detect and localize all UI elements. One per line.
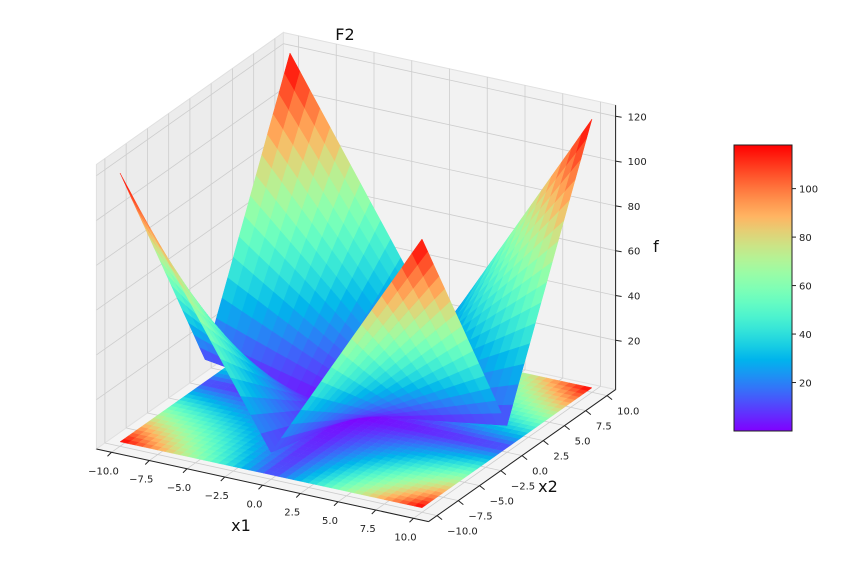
x2-tick-label: −2.5: [511, 482, 535, 493]
z-tick-label: 40: [628, 292, 641, 303]
x1-tick-mark: [258, 484, 263, 490]
x1-tick-mark: [220, 476, 226, 482]
colorbar-gradient: [733, 144, 793, 432]
z-axis-label: f: [653, 237, 659, 256]
x2-tick-mark: [521, 455, 528, 460]
x1-tick-mark: [409, 517, 414, 523]
x1-tick-mark: [144, 460, 150, 465]
x2-tick-mark: [500, 470, 507, 475]
x1-tick-label: 0.0: [247, 499, 263, 510]
axis-lines: [96, 105, 622, 523]
colorbar-tick-label: 60: [799, 282, 812, 293]
z-tick-label: 120: [628, 112, 647, 123]
x2-tick-label: 5.0: [575, 437, 591, 448]
colorbar-tick-label: 20: [799, 379, 812, 390]
x1-tick-label: −7.5: [129, 475, 153, 486]
x2-tick-label: −7.5: [468, 512, 492, 523]
x1-axis-label: x1: [231, 516, 251, 535]
x1-tick-mark: [295, 493, 301, 498]
surface-mesh: [119, 52, 593, 453]
z-tick-label: 60: [628, 247, 641, 258]
z-tick-label: 20: [628, 336, 641, 347]
x2-tick-label: 10.0: [617, 407, 639, 418]
x2-tick-label: 2.5: [553, 452, 569, 463]
x1-tick-label: −10.0: [88, 466, 119, 477]
x1-tick-label: 10.0: [394, 532, 416, 543]
colorbar-tick-label: 40: [799, 330, 812, 341]
x2-axis-label: x2: [538, 477, 558, 496]
z-tick-mark: [615, 115, 622, 118]
x2-tick-mark: [479, 485, 485, 490]
grid-line-z: [96, 132, 284, 266]
colorbar: 20 40 60 80 100: [733, 144, 818, 432]
grid-line-z: [96, 43, 284, 177]
grid-line-z: [283, 88, 616, 162]
grid-line-x2: [104, 442, 438, 516]
colorbar-tick-label: 80: [799, 233, 812, 244]
colorbar-tick-label: 100: [799, 185, 818, 196]
x1-tick-label: 2.5: [284, 508, 300, 519]
grid-line-z: [283, 43, 616, 117]
x1-tick-label: 5.0: [322, 516, 338, 527]
z-tick-mark: [615, 160, 622, 163]
x2-tick-mark: [543, 440, 549, 445]
x2-tick-label: −10.0: [447, 527, 478, 538]
surface-cell: [411, 238, 428, 266]
x2-tick-mark: [564, 425, 570, 430]
z-tick-mark: [615, 339, 622, 342]
x2-tick-label: 0.0: [532, 467, 548, 478]
x1-tick-mark: [371, 509, 377, 515]
x2-tick-mark: [585, 410, 592, 415]
grid-line-z: [96, 88, 284, 221]
x2-tick-mark: [606, 395, 613, 400]
x1-tick-label: 7.5: [360, 524, 376, 535]
x1-tick-mark: [107, 451, 112, 457]
x1-tick-label: −5.0: [167, 483, 191, 494]
z-tick-mark: [615, 250, 622, 253]
chart-title: F2: [335, 25, 354, 44]
x2-tick-label: 7.5: [596, 422, 612, 433]
z-tick-mark: [615, 205, 622, 208]
x1-tick-mark: [333, 501, 339, 507]
z-tick-mark: [615, 295, 622, 297]
z-tick-label: 80: [628, 202, 641, 213]
tick-labels: −10.0 −7.5 −5.0 −2.5 0.0 2.5 5.0 7.5 10.0 −10.0 −7…: [88, 112, 647, 543]
floor-contour-cell: [579, 385, 593, 392]
x1-tick-mark: [182, 468, 188, 474]
x2-tick-mark: [458, 500, 464, 505]
x1-tick-label: −2.5: [205, 491, 229, 502]
z-tick-label: 100: [628, 157, 647, 168]
x2-tick-label: −5.0: [490, 497, 514, 508]
x2-tick-mark: [436, 515, 443, 520]
